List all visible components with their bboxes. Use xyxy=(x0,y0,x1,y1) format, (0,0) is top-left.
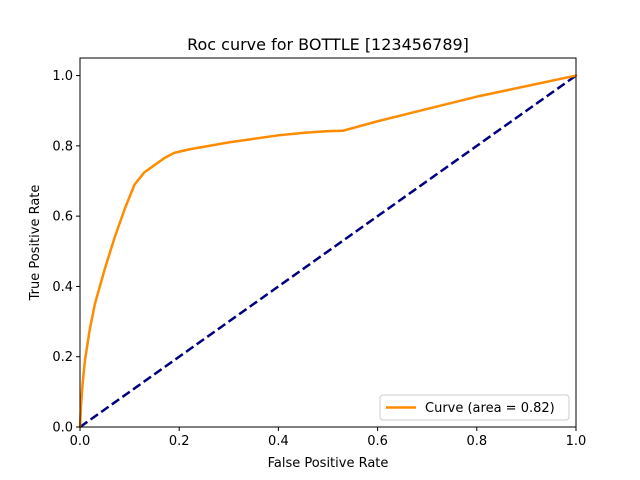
y-tick-label: 0.4 xyxy=(52,280,73,295)
legend-label: Curve (area = 0.82) xyxy=(425,401,555,416)
roc-curve-line xyxy=(78,74,578,429)
chart-title: Roc curve for BOTTLE [123456789] xyxy=(187,35,469,54)
y-tick-label: 0.2 xyxy=(52,350,73,365)
legend: Curve (area = 0.82) xyxy=(379,394,570,421)
y-axis-label: True Positive Rate xyxy=(28,185,43,302)
plot-frame xyxy=(79,57,577,428)
x-axis-label: False Positive Rate xyxy=(268,456,389,471)
x-tick-label: 0.4 xyxy=(268,434,289,449)
legend-box xyxy=(379,394,570,421)
y-tick-label: 0.6 xyxy=(52,210,73,225)
x-tick-label: 0.2 xyxy=(169,434,190,449)
x-tick-label: 1.0 xyxy=(566,434,587,449)
axis-ticks: 0.0 0.2 0.4 0.6 0.8 1.0 0.0 0.2 0.4 0.6 0.8 1.0 xyxy=(52,69,586,449)
x-tick-label: 0.6 xyxy=(367,434,388,449)
x-tick-label: 0.0 xyxy=(70,434,91,449)
y-tick-label: 1.0 xyxy=(52,69,73,84)
y-tick-label: 0.0 xyxy=(52,421,73,436)
diagonal-reference-line xyxy=(79,74,577,429)
x-tick-label: 0.8 xyxy=(466,434,487,449)
plot-area xyxy=(78,74,578,429)
y-tick-label: 0.8 xyxy=(52,139,73,154)
